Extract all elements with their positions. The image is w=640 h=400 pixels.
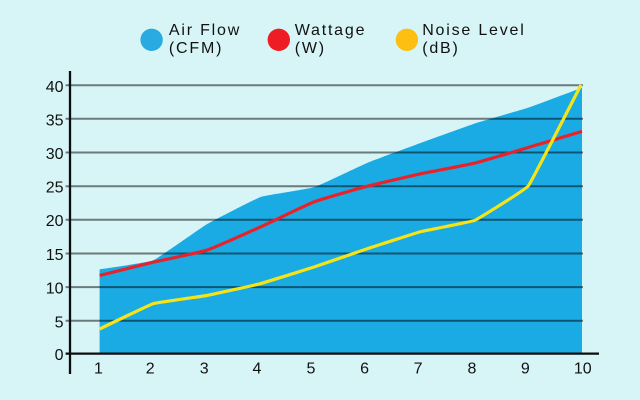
svg-text:40: 40 bbox=[46, 79, 64, 96]
svg-text:1: 1 bbox=[94, 361, 103, 378]
svg-text:0: 0 bbox=[55, 347, 64, 364]
svg-text:4: 4 bbox=[253, 361, 262, 378]
svg-text:20: 20 bbox=[46, 213, 64, 230]
svg-text:(CFM): (CFM) bbox=[169, 40, 223, 57]
svg-text:35: 35 bbox=[46, 113, 64, 130]
svg-text:10: 10 bbox=[574, 361, 592, 378]
svg-text:3: 3 bbox=[200, 361, 209, 378]
svg-text:30: 30 bbox=[46, 146, 64, 163]
svg-text:Air Flow: Air Flow bbox=[169, 22, 241, 39]
svg-text:Noise Level: Noise Level bbox=[422, 22, 525, 39]
svg-text:8: 8 bbox=[468, 361, 477, 378]
svg-text:9: 9 bbox=[521, 361, 530, 378]
svg-text:15: 15 bbox=[46, 247, 64, 264]
svg-text:Wattage: Wattage bbox=[295, 22, 367, 39]
svg-text:(W): (W) bbox=[295, 40, 326, 57]
svg-text:2: 2 bbox=[146, 361, 155, 378]
svg-text:10: 10 bbox=[46, 281, 64, 298]
svg-text:25: 25 bbox=[46, 180, 64, 197]
svg-text:5: 5 bbox=[307, 361, 316, 378]
svg-text:6: 6 bbox=[360, 361, 369, 378]
svg-text:7: 7 bbox=[414, 361, 423, 378]
svg-text:(dB): (dB) bbox=[422, 40, 459, 57]
svg-text:5: 5 bbox=[55, 314, 64, 331]
